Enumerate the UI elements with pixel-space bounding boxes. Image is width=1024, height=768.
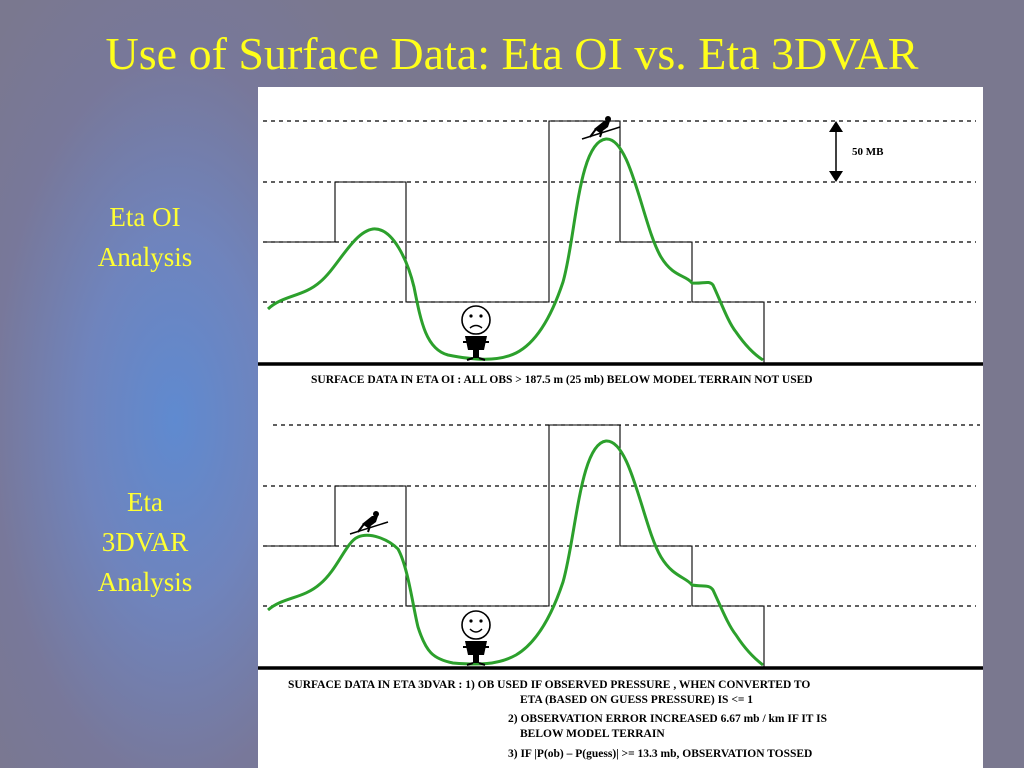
happy-person-icon — [461, 610, 491, 666]
tdvar-diagram — [258, 424, 983, 670]
tdvar-terrain-curve — [267, 439, 764, 667]
oi-caption: SURFACE DATA IN ETA OI : ALL OBS > 187.5… — [311, 374, 813, 386]
scale-label: 50 MB — [852, 146, 884, 158]
tdvar-eta-levels — [263, 424, 980, 607]
tdvar-caption-line-1: SURFACE DATA IN ETA 3DVAR : 1) OB USED I… — [288, 679, 811, 691]
eta-3dvar-label-line-2: 3DVAR — [101, 527, 189, 557]
scale-arrow — [829, 121, 843, 182]
eta-3dvar-label: Eta 3DVAR Analysis — [70, 482, 220, 602]
eta-3dvar-label-line-3: Analysis — [97, 567, 193, 597]
skier-icon-oi — [581, 116, 621, 140]
diagram-panel: 50 MB SURFACE DATA IN ETA OI : ALL OBS >… — [258, 87, 983, 768]
tdvar-caption-line-4: BELOW MODEL TERRAIN — [520, 728, 665, 740]
eta-oi-label-line-2: Analysis — [97, 242, 193, 272]
oi-terrain-curve — [266, 137, 764, 362]
eta-3dvar-label-line-1: Eta — [127, 487, 163, 517]
tdvar-caption-line-2: ETA (BASED ON GUESS PRESSURE) IS <= 1 — [520, 694, 754, 706]
eta-oi-label: Eta OI Analysis — [70, 197, 220, 277]
eta-oi-label-line-1: Eta OI — [109, 202, 181, 232]
oi-step-terrain — [263, 120, 765, 363]
slide-title: Use of Surface Data: Eta OI vs. Eta 3DVA… — [105, 28, 919, 79]
tdvar-caption-line-3: 2) OBSERVATION ERROR INCREASED 6.67 mb /… — [508, 713, 828, 725]
skier-icon-3dvar — [349, 511, 389, 535]
sad-person-icon — [461, 305, 491, 361]
tdvar-step-terrain — [263, 424, 765, 667]
tdvar-caption-line-5: 3) IF |P(ob) – P(guess)| >= 13.3 mb, OBS… — [508, 748, 813, 760]
terrain-diagram — [258, 116, 983, 670]
oi-diagram — [258, 116, 983, 366]
oi-eta-levels — [263, 120, 976, 303]
